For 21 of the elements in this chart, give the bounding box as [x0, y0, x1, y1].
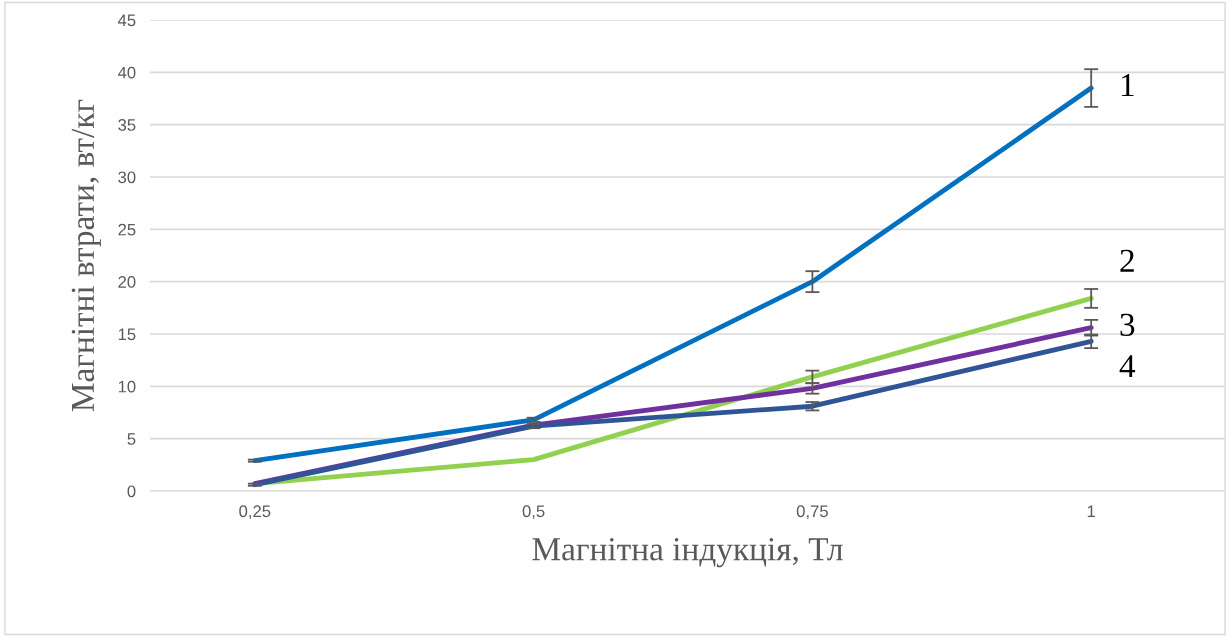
series-label: 2 — [1120, 249, 1134, 272]
y-tick-label: 5 — [127, 433, 136, 445]
y-tick-label: 30 — [118, 171, 136, 184]
series-label: 1 — [1121, 74, 1134, 97]
series-label: 3 — [1120, 313, 1135, 337]
y-tick-label: 10 — [118, 380, 136, 393]
x-axis-title: Магнітна індукція, Тл — [532, 538, 843, 568]
line-series — [252, 85, 1094, 464]
y-tick-label: 20 — [118, 276, 136, 288]
y-axis-title: Магнітні втрати, вт/кг — [71, 99, 101, 412]
y-tick-label: 40 — [117, 66, 136, 79]
y-tick-label: 35 — [118, 119, 136, 131]
y-tick-label: 25 — [118, 223, 136, 236]
series-label: 4 — [1119, 355, 1136, 378]
x-tick-label: 1 — [1087, 505, 1095, 517]
y-tick-label: 45 — [117, 14, 136, 27]
y-tick-label: 15 — [118, 328, 136, 341]
x-tick-label: 0,5 — [522, 505, 545, 520]
x-tick-label: 0,25 — [239, 505, 271, 520]
x-tick-label: 0,75 — [796, 505, 828, 520]
y-tick-label: 0 — [127, 485, 136, 498]
